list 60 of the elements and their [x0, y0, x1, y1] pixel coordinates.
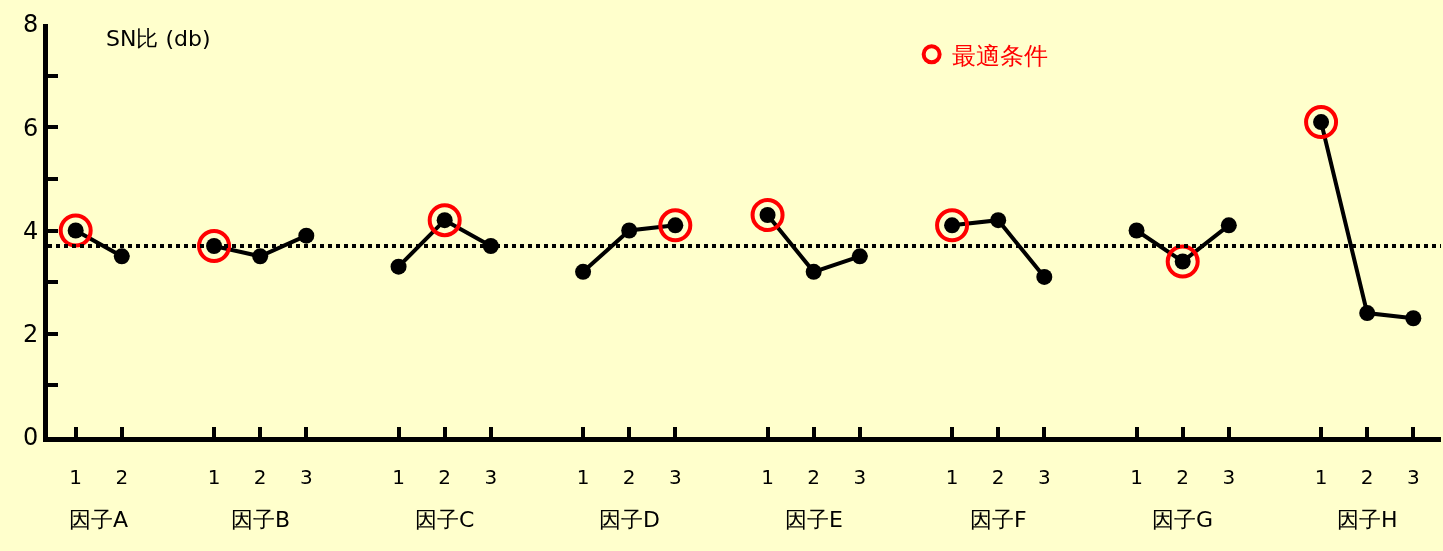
- point: [1128, 222, 1145, 239]
- y-tick-label: 8: [22, 10, 39, 39]
- point: [805, 263, 822, 280]
- x-tick-label: 2: [622, 465, 636, 489]
- point: [935, 208, 970, 243]
- y-tick-label: 2: [22, 320, 39, 349]
- x-tick-label: 3: [853, 465, 867, 489]
- x-tick-label: 2: [253, 465, 267, 489]
- point: [575, 263, 592, 280]
- text: 因子B: [231, 507, 291, 532]
- text: 因子F: [970, 507, 1027, 532]
- point: [1304, 105, 1339, 140]
- point: [390, 258, 407, 275]
- text: 因子A: [69, 507, 129, 532]
- x-tick-label: 1: [392, 465, 405, 489]
- point: [1165, 244, 1200, 279]
- x-tick-label: 1: [945, 465, 959, 489]
- x-tick-label: 2: [1360, 465, 1374, 489]
- x-tick-label: 2: [438, 465, 452, 489]
- x-tick-label: 3: [299, 465, 313, 489]
- point: [658, 208, 693, 243]
- x-tick-label: 2: [115, 465, 129, 489]
- point: [1220, 217, 1237, 234]
- x-tick-label: 1: [761, 465, 774, 489]
- legend-label: 最適条件: [951, 41, 1048, 70]
- x-tick-label: 3: [1037, 465, 1051, 489]
- x-tick-label: 1: [1314, 465, 1328, 489]
- x-tick-label: 3: [1222, 465, 1236, 489]
- y-tick-label: 0: [22, 423, 39, 452]
- text: 因子G: [1152, 507, 1214, 532]
- x-tick-label: 1: [207, 465, 221, 489]
- point: [252, 248, 269, 265]
- text: 因子C: [415, 507, 475, 532]
- text: 因子H: [1337, 507, 1398, 532]
- point: [851, 248, 868, 265]
- point: [750, 198, 785, 232]
- point: [990, 212, 1007, 229]
- text: 因子E: [785, 507, 843, 532]
- point: [58, 213, 93, 248]
- y-tick-label: 4: [22, 216, 39, 245]
- point: [1359, 305, 1376, 322]
- x-tick-label: 1: [576, 465, 590, 489]
- point: [427, 203, 462, 238]
- point: [113, 248, 130, 265]
- x-tick-label: 2: [1176, 465, 1190, 489]
- x-tick-label: 3: [484, 465, 498, 489]
- point: [1405, 310, 1422, 327]
- x-tick-label: 1: [69, 465, 83, 489]
- y-tick-label: 6: [22, 113, 39, 142]
- point: [621, 222, 638, 239]
- x-tick-label: 2: [991, 465, 1005, 489]
- x-tick-label: 3: [1406, 465, 1420, 489]
- point: [1036, 268, 1053, 285]
- text: 因子D: [599, 507, 660, 532]
- point: [197, 228, 232, 263]
- point: [298, 227, 315, 244]
- y-axis-title: SN比 (db): [106, 26, 211, 51]
- x-tick-label: 3: [668, 465, 682, 489]
- x-tick-label: 2: [807, 465, 821, 489]
- x-tick-label: 1: [1130, 465, 1143, 489]
